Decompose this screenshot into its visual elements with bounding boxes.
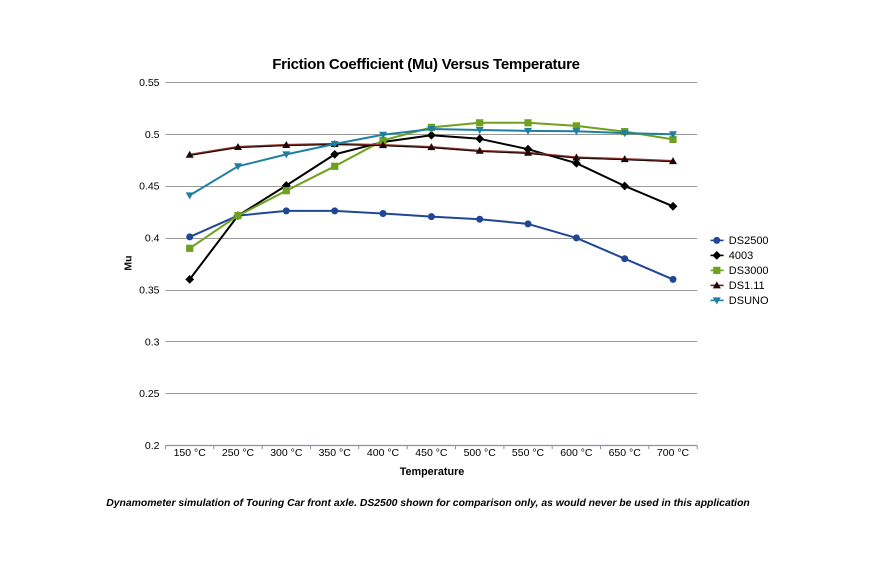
svg-text:650 °C: 650 °C — [609, 447, 642, 459]
svg-text:0.5: 0.5 — [145, 129, 160, 141]
svg-text:0.25: 0.25 — [139, 388, 160, 400]
svg-text:0.55: 0.55 — [139, 77, 160, 89]
svg-text:DSUNO: DSUNO — [729, 295, 769, 307]
svg-text:550 °C: 550 °C — [512, 447, 545, 459]
svg-text:Friction Coefficient (Mu) Vers: Friction Coefficient (Mu) Versus Tempera… — [272, 56, 579, 73]
svg-text:0.45: 0.45 — [139, 181, 160, 193]
svg-text:150 °C: 150 °C — [174, 447, 207, 459]
svg-text:DS3000: DS3000 — [729, 265, 769, 277]
svg-text:250 °C: 250 °C — [222, 447, 255, 459]
svg-text:600 °C: 600 °C — [560, 447, 593, 459]
svg-text:Mu: Mu — [123, 255, 135, 270]
svg-text:300 °C: 300 °C — [270, 447, 303, 459]
svg-text:4003: 4003 — [729, 250, 753, 262]
svg-text:400 °C: 400 °C — [367, 447, 400, 459]
svg-text:DS2500: DS2500 — [729, 235, 769, 247]
svg-text:DS1.11: DS1.11 — [729, 280, 765, 292]
svg-text:0.4: 0.4 — [145, 233, 160, 245]
svg-text:0.35: 0.35 — [139, 284, 160, 296]
svg-text:350 °C: 350 °C — [319, 447, 352, 459]
svg-text:450 °C: 450 °C — [415, 447, 448, 459]
svg-text:700 °C: 700 °C — [657, 447, 690, 459]
svg-text:0.3: 0.3 — [145, 336, 160, 348]
svg-text:0.2: 0.2 — [145, 440, 160, 452]
svg-text:Temperature: Temperature — [400, 466, 465, 478]
svg-text:Dynamometer simulation of Tour: Dynamometer simulation of Touring Car fr… — [106, 498, 750, 509]
svg-text:500 °C: 500 °C — [464, 447, 497, 459]
